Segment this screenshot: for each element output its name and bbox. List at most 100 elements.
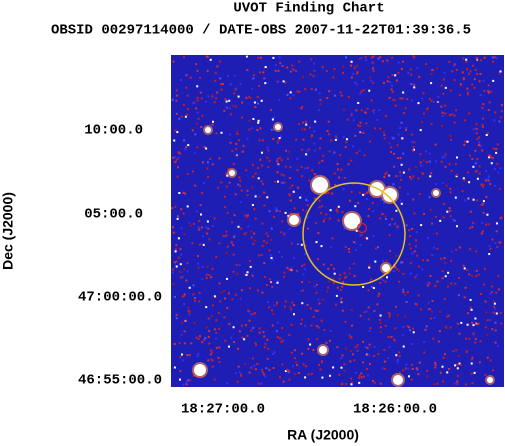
noise-pixel <box>336 346 339 349</box>
noise-pixel <box>439 257 442 260</box>
star <box>194 364 206 376</box>
noise-pixel <box>190 342 193 345</box>
noise-pixel <box>258 254 261 257</box>
noise-pixel <box>400 163 403 166</box>
noise-pixel <box>286 66 289 69</box>
noise-pixel <box>482 211 485 214</box>
noise-pixel <box>288 193 291 196</box>
noise-pixel <box>468 181 471 184</box>
noise-pixel <box>391 74 394 76</box>
noise-pixel <box>372 109 375 112</box>
noise-pixel <box>261 151 263 154</box>
noise-pixel <box>230 241 233 244</box>
noise-pixel <box>174 248 177 251</box>
noise-pixel <box>228 323 231 326</box>
noise-pixel <box>224 98 227 100</box>
noise-pixel <box>211 365 214 368</box>
noise-pixel <box>250 366 253 369</box>
noise-pixel <box>305 210 308 213</box>
noise-pixel <box>462 264 465 267</box>
noise-pixel <box>183 104 185 106</box>
noise-pixel <box>430 172 433 175</box>
noise-pixel <box>278 376 281 379</box>
noise-pixel <box>214 79 217 82</box>
noise-pixel <box>237 347 239 350</box>
noise-pixel <box>328 280 331 283</box>
noise-pixel <box>478 141 481 144</box>
noise-pixel <box>318 302 321 305</box>
noise-pixel <box>191 129 194 132</box>
noise-pixel <box>270 109 273 112</box>
noise-pixel <box>358 191 361 194</box>
noise-pixel <box>306 199 309 202</box>
noise-pixel <box>177 156 180 159</box>
noise-pixel <box>313 142 316 145</box>
noise-pixel <box>451 70 454 73</box>
noise-pixel <box>172 226 174 229</box>
noise-pixel <box>449 215 452 218</box>
noise-pixel <box>371 61 374 64</box>
noise-pixel <box>386 59 389 62</box>
noise-pixel <box>402 171 405 174</box>
y-tick-label: 05:00.0 <box>84 207 143 223</box>
noise-pixel <box>312 349 315 351</box>
noise-pixel <box>360 57 363 60</box>
noise-pixel <box>207 161 209 164</box>
noise-pixel <box>436 101 439 103</box>
noise-pixel <box>379 277 382 280</box>
noise-pixel <box>480 59 482 62</box>
noise-pixel <box>302 273 305 276</box>
noise-pixel <box>181 321 184 324</box>
noise-pixel <box>435 232 438 235</box>
noise-pixel <box>394 305 397 308</box>
noise-pixel <box>246 137 249 140</box>
noise-pixel <box>489 292 492 295</box>
noise-pixel <box>467 197 470 200</box>
noise-pixel <box>415 239 417 242</box>
noise-pixel <box>412 146 415 149</box>
noise-pixel <box>351 381 354 384</box>
noise-pixel <box>452 350 455 353</box>
noise-pixel <box>457 374 459 377</box>
noise-pixel <box>366 347 369 349</box>
noise-pixel <box>418 75 421 78</box>
noise-pixel <box>182 191 185 194</box>
noise-pixel <box>495 151 498 154</box>
noise-pixel <box>400 202 403 205</box>
noise-pixel <box>341 309 344 312</box>
noise-pixel <box>213 328 216 331</box>
noise-pixel <box>434 215 437 218</box>
noise-pixel <box>318 206 321 209</box>
noise-pixel <box>401 261 404 264</box>
noise-pixel <box>362 89 365 92</box>
noise-pixel <box>329 209 332 212</box>
noise-pixel <box>364 56 367 59</box>
noise-pixel <box>187 144 190 147</box>
noise-pixel <box>481 124 484 127</box>
noise-pixel <box>416 368 419 371</box>
noise-pixel <box>476 73 479 75</box>
noise-pixel <box>312 75 315 78</box>
noise-pixel <box>336 286 339 289</box>
noise-pixel <box>493 119 496 122</box>
noise-pixel <box>278 156 281 159</box>
noise-pixel <box>186 262 189 264</box>
noise-pixel <box>399 199 402 202</box>
noise-pixel <box>453 382 456 385</box>
noise-pixel <box>218 361 221 363</box>
noise-pixel <box>275 207 278 210</box>
noise-pixel <box>205 226 208 229</box>
noise-pixel <box>319 103 322 106</box>
noise-pixel <box>356 72 359 75</box>
noise-pixel <box>342 71 344 74</box>
noise-pixel <box>207 317 210 320</box>
noise-pixel <box>276 321 279 324</box>
noise-pixel <box>243 338 246 341</box>
noise-pixel <box>384 215 387 218</box>
noise-pixel <box>363 375 365 378</box>
noise-pixel <box>463 143 466 146</box>
noise-pixel <box>369 327 372 330</box>
noise-pixel <box>350 159 353 162</box>
noise-pixel <box>340 366 343 369</box>
noise-pixel <box>479 94 482 97</box>
